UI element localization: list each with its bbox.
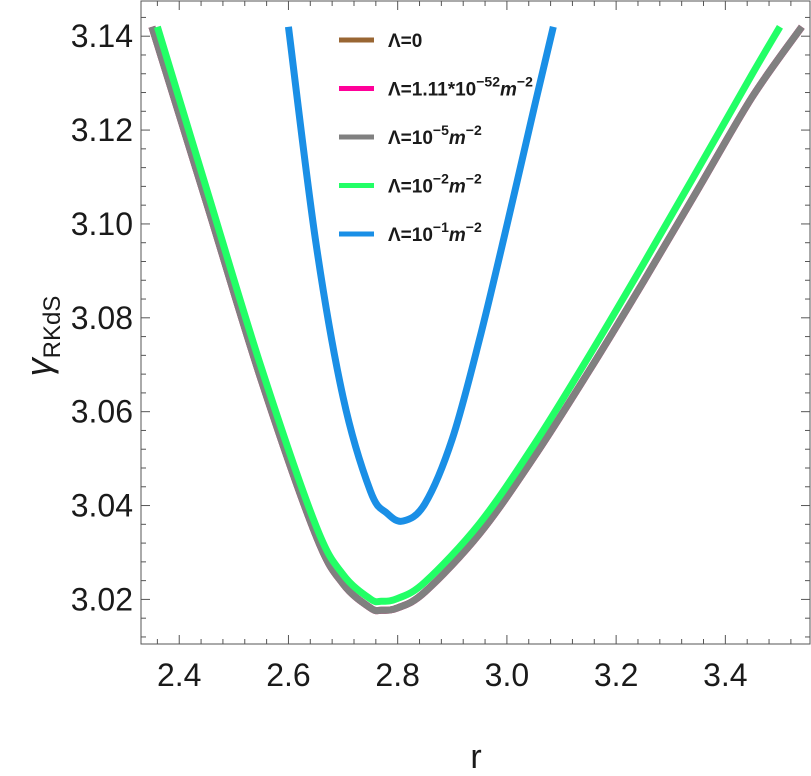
x-tick-label: 2.4 <box>157 657 201 693</box>
series-group <box>148 24 805 615</box>
legend-label-1: Λ=0 <box>388 31 422 52</box>
x-tick-label: 2.8 <box>375 657 419 693</box>
x-tick-label: 3.4 <box>703 657 747 693</box>
series-line-3 <box>148 24 805 615</box>
tick-labels: 2.4 2.6 2.8 3.0 3.2 3.4 3.02 3.04 3.06 3.08 3.10 3.… <box>71 18 748 693</box>
y-axis-label: γRKdS <box>18 296 66 377</box>
legend-label-2: Λ=1.11*10−52m−2 <box>388 74 533 101</box>
x-tick-label: 2.6 <box>266 657 310 693</box>
legend-label-4: Λ=10−2m−2 <box>388 171 482 198</box>
y-tick-label: 3.14 <box>71 18 133 54</box>
y-axis-label-main: γ <box>18 356 59 376</box>
legend-label-3: Λ=10−5m−2 <box>388 122 482 149</box>
series-line-4 <box>154 25 783 606</box>
x-axis-label: r <box>470 738 481 776</box>
x-tick-label: 3.2 <box>594 657 638 693</box>
y-axis-label-subscript: RKdS <box>39 296 66 359</box>
x-tick-label: 3.0 <box>485 657 529 693</box>
y-tick-label: 3.08 <box>71 300 133 336</box>
y-tick-label: 3.06 <box>71 394 133 430</box>
plot-frame <box>140 0 811 645</box>
y-tick-label: 3.10 <box>71 206 133 242</box>
legend-label-5: Λ=10−1m−2 <box>388 219 482 246</box>
series-line-5 <box>284 26 557 525</box>
y-axis-label-group: γRKdS <box>18 296 66 377</box>
ticks <box>141 1 810 644</box>
legend: Λ=0 Λ=1.11*10−52m−2 Λ=10−5m−2 Λ=10−2m−2 Λ=10… <box>339 31 533 246</box>
y-tick-label: 3.02 <box>71 581 133 617</box>
y-tick-label: 3.04 <box>71 488 133 524</box>
y-tick-label: 3.12 <box>71 112 133 148</box>
